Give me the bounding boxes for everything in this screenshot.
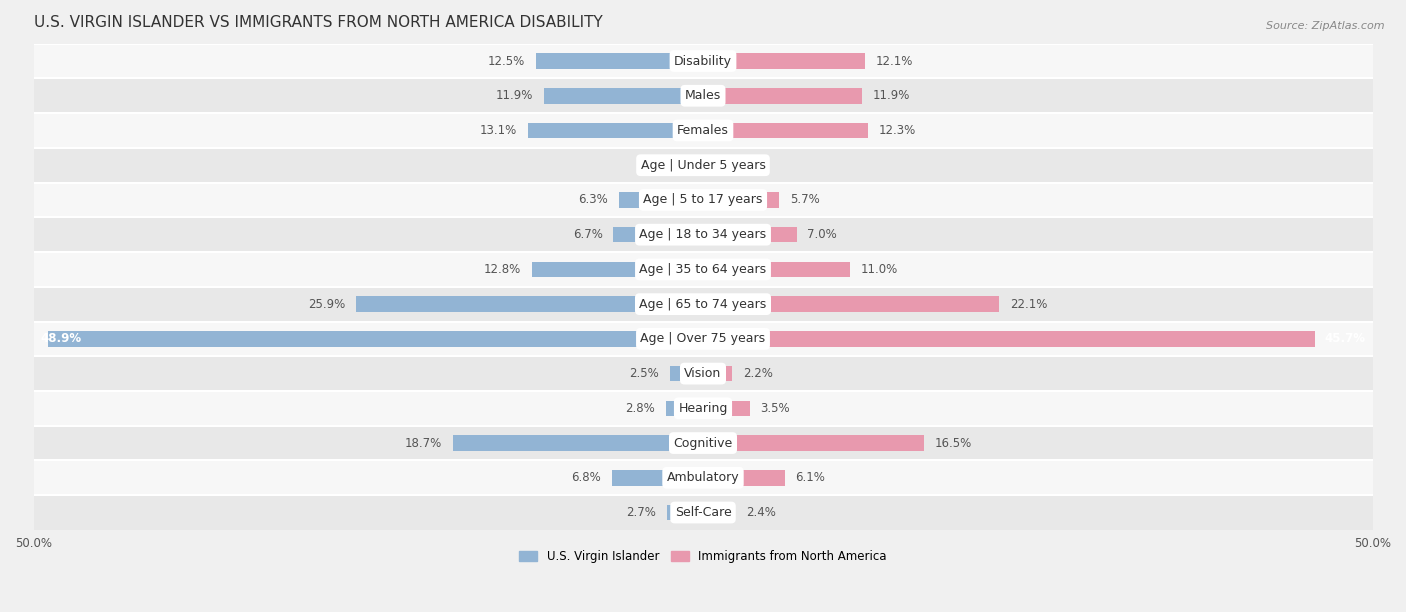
Text: 48.9%: 48.9% bbox=[41, 332, 82, 345]
Text: 45.7%: 45.7% bbox=[1324, 332, 1365, 345]
Text: Age | 18 to 34 years: Age | 18 to 34 years bbox=[640, 228, 766, 241]
Text: 6.7%: 6.7% bbox=[572, 228, 603, 241]
Bar bbox=[666, 505, 703, 520]
Text: Source: ZipAtlas.com: Source: ZipAtlas.com bbox=[1267, 21, 1385, 31]
Bar bbox=[669, 366, 703, 381]
Text: 13.1%: 13.1% bbox=[479, 124, 517, 137]
Text: 11.0%: 11.0% bbox=[860, 263, 898, 276]
Text: Hearing: Hearing bbox=[678, 402, 728, 415]
Text: Age | 35 to 64 years: Age | 35 to 64 years bbox=[640, 263, 766, 276]
Text: 12.8%: 12.8% bbox=[484, 263, 520, 276]
Bar bbox=[34, 113, 1372, 148]
Text: U.S. VIRGIN ISLANDER VS IMMIGRANTS FROM NORTH AMERICA DISABILITY: U.S. VIRGIN ISLANDER VS IMMIGRANTS FROM … bbox=[34, 15, 602, 30]
Bar bbox=[34, 217, 1372, 252]
Bar bbox=[703, 192, 779, 207]
Bar bbox=[34, 287, 1372, 321]
Text: 6.3%: 6.3% bbox=[578, 193, 607, 206]
Bar bbox=[34, 252, 1372, 287]
Text: 1.3%: 1.3% bbox=[645, 159, 675, 172]
Bar bbox=[527, 122, 703, 138]
Text: Ambulatory: Ambulatory bbox=[666, 471, 740, 484]
Text: 12.3%: 12.3% bbox=[879, 124, 915, 137]
Bar bbox=[34, 182, 1372, 217]
Text: Males: Males bbox=[685, 89, 721, 102]
Bar bbox=[703, 88, 862, 103]
Text: 12.1%: 12.1% bbox=[876, 54, 912, 67]
Text: Cognitive: Cognitive bbox=[673, 436, 733, 450]
Bar bbox=[34, 148, 1372, 182]
Text: 2.7%: 2.7% bbox=[626, 506, 657, 519]
Bar bbox=[619, 192, 703, 207]
Bar bbox=[544, 88, 703, 103]
Text: 11.9%: 11.9% bbox=[495, 89, 533, 102]
Text: 11.9%: 11.9% bbox=[873, 89, 911, 102]
Bar bbox=[613, 227, 703, 242]
Text: Age | 5 to 17 years: Age | 5 to 17 years bbox=[644, 193, 762, 206]
Bar bbox=[703, 435, 924, 451]
Text: 3.5%: 3.5% bbox=[761, 402, 790, 415]
Bar bbox=[34, 460, 1372, 495]
Text: Age | Under 5 years: Age | Under 5 years bbox=[641, 159, 765, 172]
Text: 16.5%: 16.5% bbox=[935, 436, 972, 450]
Bar bbox=[34, 495, 1372, 530]
Bar bbox=[686, 157, 703, 173]
Text: 6.1%: 6.1% bbox=[796, 471, 825, 484]
Bar bbox=[703, 366, 733, 381]
Bar bbox=[703, 470, 785, 485]
Bar bbox=[703, 400, 749, 416]
Legend: U.S. Virgin Islander, Immigrants from North America: U.S. Virgin Islander, Immigrants from No… bbox=[515, 545, 891, 568]
Text: Self-Care: Self-Care bbox=[675, 506, 731, 519]
Text: Disability: Disability bbox=[673, 54, 733, 67]
Text: Age | 65 to 74 years: Age | 65 to 74 years bbox=[640, 297, 766, 311]
Text: 2.4%: 2.4% bbox=[745, 506, 776, 519]
Bar bbox=[703, 505, 735, 520]
Bar bbox=[703, 157, 721, 173]
Bar bbox=[356, 296, 703, 312]
Bar bbox=[34, 426, 1372, 460]
Text: 6.8%: 6.8% bbox=[571, 471, 602, 484]
Bar bbox=[665, 400, 703, 416]
Bar bbox=[612, 470, 703, 485]
Bar bbox=[34, 356, 1372, 391]
Bar bbox=[34, 43, 1372, 78]
Text: 22.1%: 22.1% bbox=[1010, 297, 1047, 311]
Bar bbox=[453, 435, 703, 451]
Text: 5.7%: 5.7% bbox=[790, 193, 820, 206]
Bar bbox=[531, 261, 703, 277]
Text: 7.0%: 7.0% bbox=[807, 228, 837, 241]
Bar bbox=[703, 331, 1315, 346]
Bar bbox=[536, 53, 703, 69]
Text: Age | Over 75 years: Age | Over 75 years bbox=[641, 332, 765, 345]
Bar bbox=[34, 391, 1372, 426]
Text: 2.2%: 2.2% bbox=[744, 367, 773, 380]
Text: 2.5%: 2.5% bbox=[628, 367, 659, 380]
Text: 2.8%: 2.8% bbox=[626, 402, 655, 415]
Bar bbox=[703, 261, 851, 277]
Text: 1.4%: 1.4% bbox=[733, 159, 762, 172]
Text: 12.5%: 12.5% bbox=[488, 54, 524, 67]
Bar bbox=[34, 78, 1372, 113]
Bar bbox=[48, 331, 703, 346]
Text: Females: Females bbox=[678, 124, 728, 137]
Bar bbox=[703, 227, 797, 242]
Bar bbox=[703, 122, 868, 138]
Text: 25.9%: 25.9% bbox=[308, 297, 346, 311]
Text: Vision: Vision bbox=[685, 367, 721, 380]
Text: 18.7%: 18.7% bbox=[405, 436, 441, 450]
Bar bbox=[34, 321, 1372, 356]
Bar bbox=[703, 53, 865, 69]
Bar bbox=[703, 296, 998, 312]
